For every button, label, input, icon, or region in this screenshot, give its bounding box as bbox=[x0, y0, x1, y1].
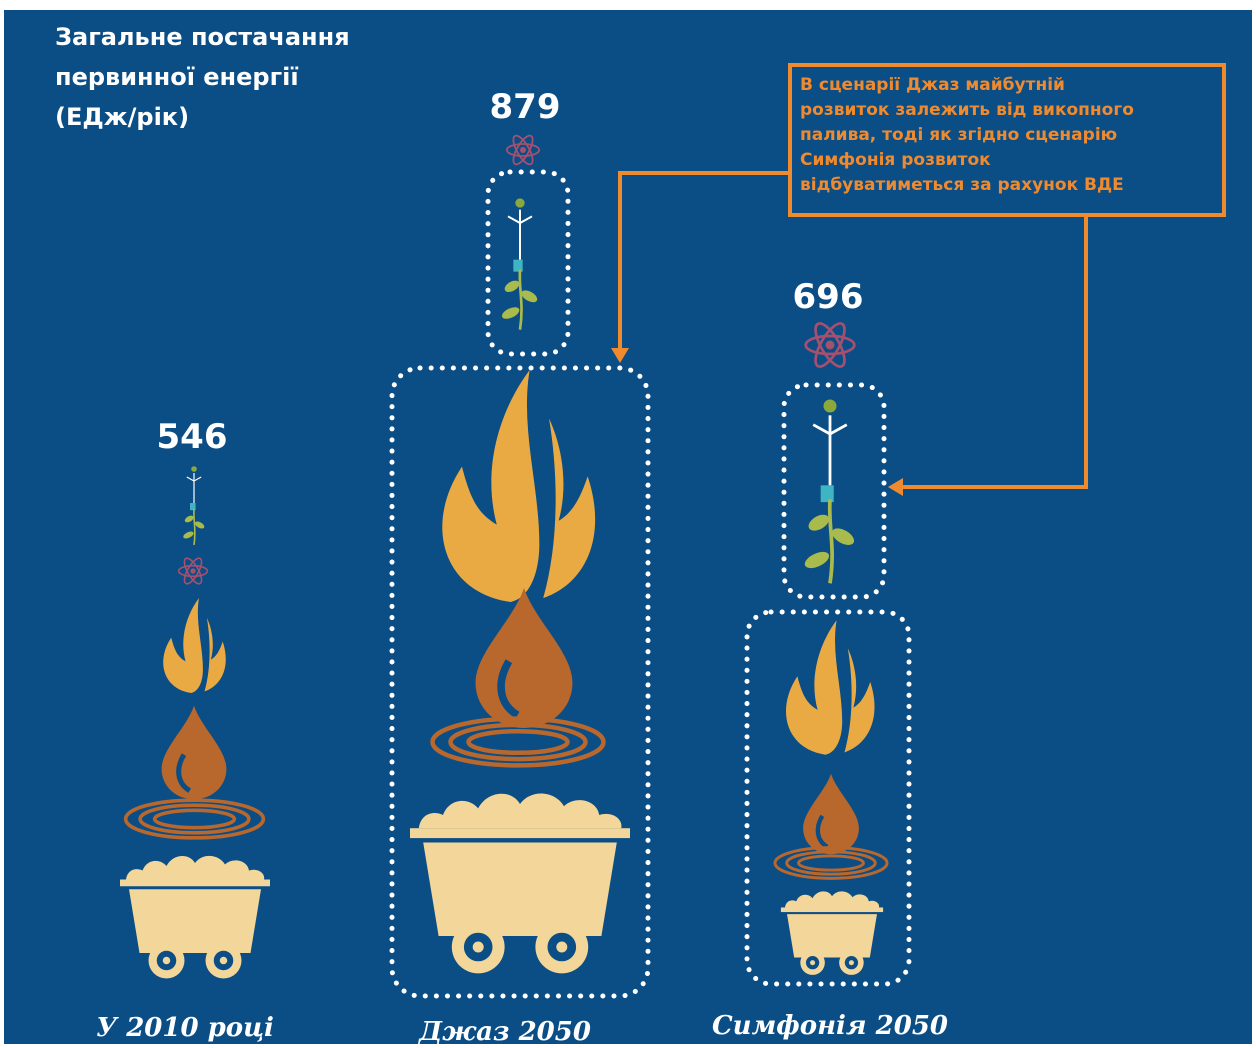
value: 879 bbox=[490, 87, 561, 127]
value: 696 bbox=[793, 277, 864, 317]
column-label: У 2010 році bbox=[96, 1013, 274, 1043]
note-line: відбуватиметься за рахунок ВДЕ bbox=[800, 175, 1124, 195]
value: 546 bbox=[157, 417, 228, 457]
title-line: первинної енергії bbox=[55, 63, 299, 91]
fossil-frame bbox=[389, 365, 651, 999]
title-line: Загальне постачання bbox=[55, 23, 350, 51]
renewables-frame bbox=[781, 382, 887, 600]
callout: В сценарії Джаз майбутній розвиток залеж… bbox=[611, 63, 1226, 496]
fossil-frame bbox=[744, 609, 912, 987]
note-box bbox=[788, 63, 1226, 217]
note-line: Симфонія розвиток bbox=[800, 150, 991, 170]
arrow bbox=[900, 215, 1088, 489]
column-symphony: 696 Симфонія 2050 bbox=[712, 277, 948, 1041]
note-line: палива, тоді як згідно сценарію bbox=[800, 125, 1117, 145]
note-line: В сценарії Джаз майбутній bbox=[800, 75, 1065, 95]
arrowhead bbox=[888, 478, 903, 496]
title: Загальне постачання первинної енергії (Е… bbox=[55, 23, 350, 131]
column-label: Симфонія 2050 bbox=[712, 1011, 948, 1041]
arrowhead bbox=[611, 348, 629, 363]
column-jazz: 879 Джаз 2050 bbox=[389, 87, 651, 1047]
column-2010: 546 У 2010 році bbox=[96, 417, 274, 1043]
title-line: (ЕДж/рік) bbox=[55, 103, 189, 131]
column-label: Джаз 2050 bbox=[417, 1017, 591, 1047]
arrow bbox=[618, 171, 790, 352]
note-line: розвиток залежить від викопного bbox=[800, 100, 1134, 120]
